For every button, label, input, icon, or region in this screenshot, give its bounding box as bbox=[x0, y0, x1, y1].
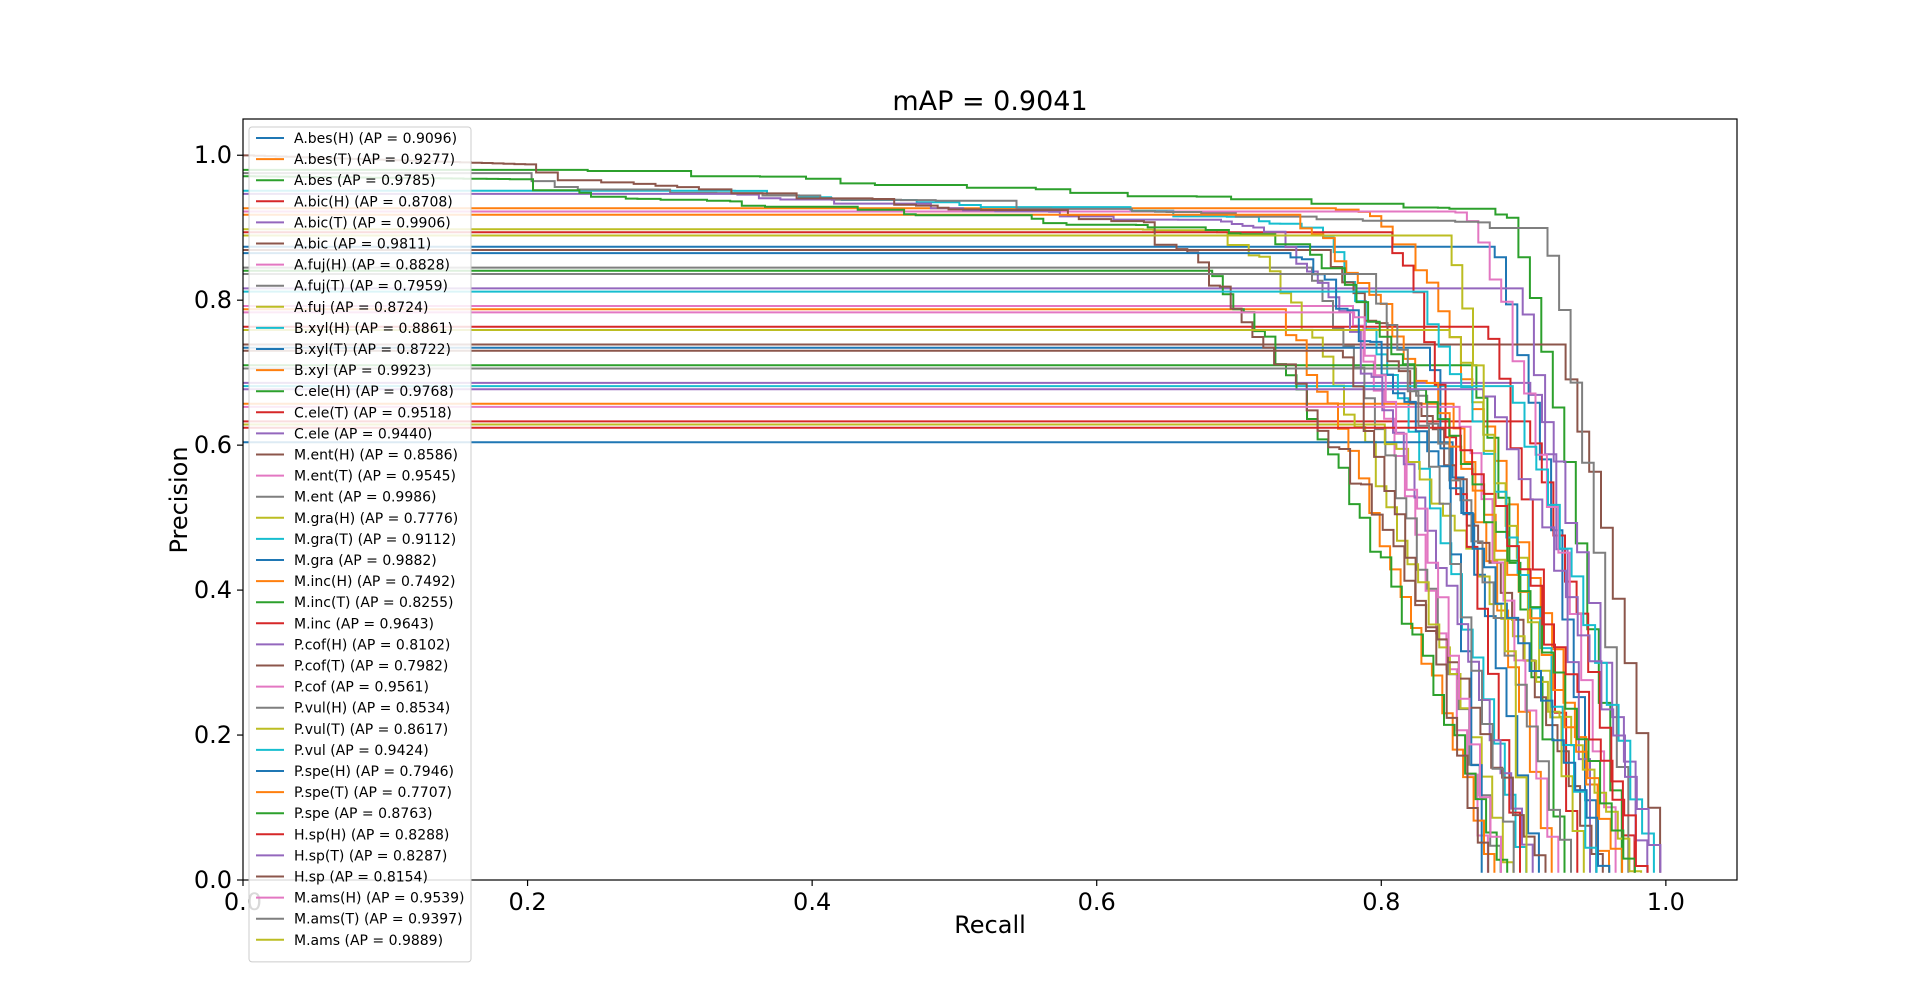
pr-curve-series bbox=[243, 192, 1534, 873]
pr-curve-series bbox=[243, 266, 1502, 873]
pr-curve-series bbox=[243, 364, 1566, 873]
pr-curve-series bbox=[243, 172, 1630, 873]
y-tick-label: 0.8 bbox=[194, 286, 232, 314]
x-tick-label: 0.6 bbox=[1078, 888, 1116, 916]
axis-ticks: 0.0 0.2 0.4 0.6 0.8 1.00.00.20.40.60.81.0 bbox=[194, 141, 1685, 916]
pr-curve-series bbox=[243, 245, 1598, 873]
legend-label: A.fuj(T) (AP = 0.7959) bbox=[294, 279, 448, 295]
legend-label: M.ams(T) (AP = 0.9397) bbox=[294, 912, 463, 928]
legend-label: B.xyl(T) (AP = 0.8722) bbox=[294, 342, 451, 358]
legend-label: M.ams(H) (AP = 0.9539) bbox=[294, 891, 465, 907]
legend-label: H.sp (AP = 0.8154) bbox=[294, 870, 428, 886]
legend-label: P.cof(T) (AP = 0.7982) bbox=[294, 659, 448, 675]
legend-label: A.bic(H) (AP = 0.8708) bbox=[294, 194, 453, 210]
pr-curve-series bbox=[243, 402, 1553, 873]
legend-label: C.ele (AP = 0.9440) bbox=[294, 426, 432, 442]
pr-curve-series bbox=[243, 228, 1515, 873]
legend-label: M.ent (AP = 0.9986) bbox=[294, 490, 437, 506]
legend-label: B.xyl (AP = 0.9923) bbox=[294, 363, 432, 379]
axes-frame bbox=[242, 118, 1738, 881]
legend-label: M.inc(T) (AP = 0.8255) bbox=[294, 595, 453, 611]
legend-label: M.ent(H) (AP = 0.8586) bbox=[294, 448, 458, 464]
y-tick-label: 0.0 bbox=[194, 866, 232, 894]
pr-curve-series bbox=[243, 273, 1515, 873]
legend-label: P.cof (AP = 0.9561) bbox=[294, 680, 429, 696]
pr-curve-series bbox=[243, 405, 1560, 873]
pr-curve-series bbox=[243, 287, 1591, 873]
y-tick-label: 0.6 bbox=[194, 431, 232, 459]
pr-curve-series bbox=[243, 426, 1649, 873]
x-tick-label: 0.2 bbox=[508, 888, 546, 916]
y-tick-label: 0.4 bbox=[194, 576, 232, 604]
pr-curve-series bbox=[243, 290, 1598, 873]
legend-label: C.ele(T) (AP = 0.9518) bbox=[294, 405, 452, 421]
x-axis-label: Recall bbox=[954, 911, 1026, 939]
legend-label: P.spe(T) (AP = 0.7707) bbox=[294, 785, 452, 801]
y-tick-label: 0.2 bbox=[194, 721, 232, 749]
legend-label: A.fuj (AP = 0.8724) bbox=[294, 300, 428, 316]
legend-label: A.bic(T) (AP = 0.9906) bbox=[294, 215, 451, 231]
legend-label: A.bes (AP = 0.9785) bbox=[294, 173, 436, 189]
x-tick-label: 1.0 bbox=[1647, 888, 1685, 916]
pr-curve-series bbox=[243, 269, 1509, 873]
pr-curve-series bbox=[243, 381, 1649, 873]
pr-curve-series bbox=[243, 305, 1489, 873]
y-tick-label: 1.0 bbox=[194, 141, 232, 169]
legend-label: M.ent(T) (AP = 0.9545) bbox=[294, 469, 456, 485]
y-axis-label: Precision bbox=[165, 446, 193, 553]
legend-box bbox=[248, 126, 472, 963]
pr-curve-series bbox=[243, 252, 1611, 873]
pr-curve-series bbox=[243, 231, 1521, 873]
pr-curves bbox=[243, 154, 1662, 873]
pr-curve-series bbox=[243, 388, 1662, 873]
chart-title: mAP = 0.9041 bbox=[892, 86, 1087, 117]
legend-label: P.cof(H) (AP = 0.8102) bbox=[294, 637, 450, 653]
legend-label: H.sp(T) (AP = 0.8287) bbox=[294, 848, 447, 864]
legend-label: H.sp(H) (AP = 0.8288) bbox=[294, 827, 449, 843]
x-tick-label: 0.8 bbox=[1362, 888, 1400, 916]
pr-curve-series bbox=[243, 349, 1490, 873]
pr-curve-series bbox=[243, 385, 1655, 873]
legend-label: P.vul (AP = 0.9424) bbox=[294, 743, 429, 759]
legend-label: B.xyl(H) (AP = 0.8861) bbox=[294, 321, 453, 337]
legend-label: M.gra(H) (AP = 0.7776) bbox=[294, 511, 458, 527]
legend-label: P.vul(T) (AP = 0.8617) bbox=[294, 722, 448, 738]
legend-label: M.inc(H) (AP = 0.7492) bbox=[294, 574, 455, 590]
legend-label: A.bic (AP = 0.9811) bbox=[294, 237, 431, 253]
legend-label: A.bes(T) (AP = 0.9277) bbox=[294, 152, 455, 168]
legend-label: A.fuj(H) (AP = 0.8828) bbox=[294, 258, 450, 274]
pr-curve-series bbox=[243, 367, 1572, 873]
legend-label: A.bes(H) (AP = 0.9096) bbox=[294, 131, 457, 147]
x-tick-label: 0.4 bbox=[793, 888, 831, 916]
legend-label: P.vul(H) (AP = 0.8534) bbox=[294, 701, 450, 717]
legend-label: P.spe (AP = 0.8763) bbox=[294, 806, 433, 822]
legend-label: M.gra (AP = 0.9882) bbox=[294, 553, 437, 569]
pr-curve-series bbox=[243, 420, 1636, 873]
pr-curve-series bbox=[243, 168, 1623, 873]
legend-label: M.gra(T) (AP = 0.9112) bbox=[294, 532, 456, 548]
legend: A.bes(H) (AP = 0.9096) A.bes(T) (AP = 0.9… bbox=[248, 126, 472, 963]
pr-curve-series bbox=[243, 329, 1585, 873]
pr-curve-series bbox=[243, 308, 1496, 873]
pr-curve-series bbox=[243, 311, 1502, 873]
legend-label: C.ele(H) (AP = 0.9768) bbox=[294, 384, 454, 400]
legend-label: M.inc (AP = 0.9643) bbox=[294, 616, 434, 632]
legend-label: P.spe(H) (AP = 0.7946) bbox=[294, 764, 454, 780]
legend-label: M.ams (AP = 0.9889) bbox=[294, 933, 443, 949]
